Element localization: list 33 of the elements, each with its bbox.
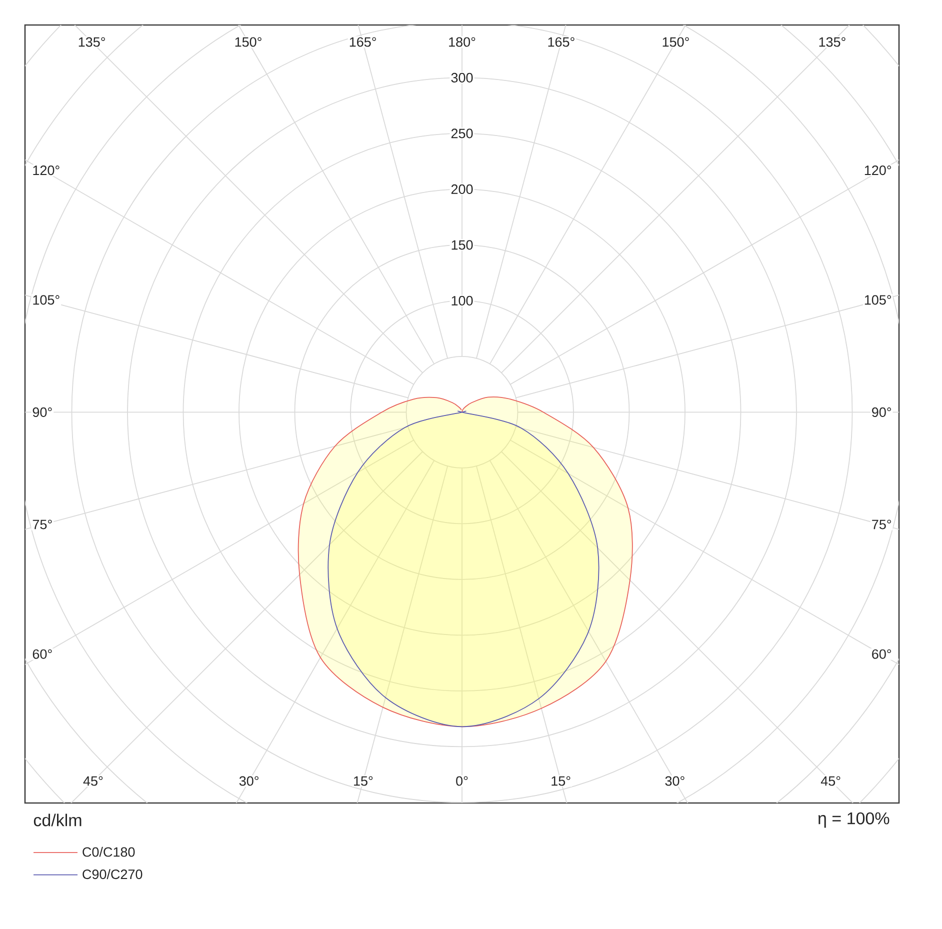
spoke-label: 30° [239,776,258,786]
spoke-label: 165° [548,37,574,47]
legend-label: C0/C180 [82,846,135,857]
text: η = 100% [818,812,890,828]
spoke-label: 150° [235,37,262,47]
spoke-label: 60° [32,649,52,659]
spoke-label: 0° [456,776,468,786]
y-tick-label: 200 [451,184,473,194]
spoke-label: 90° [32,407,52,417]
spoke-label: 150° [662,37,689,47]
spoke-label: 105° [33,295,60,305]
legend-label: C90/C270 [82,869,142,880]
spoke-label: 135° [78,37,105,47]
spoke-label: 60° [872,649,892,659]
spoke-label: 120° [864,166,891,176]
spoke-label: 45° [83,776,103,786]
y-tick-label: 100 [452,296,473,306]
text: cd/klm [34,814,82,826]
spoke-label: 75° [32,520,52,530]
spoke-label: 180° [449,37,476,47]
spoke-label: 75° [872,520,892,530]
spoke-label: 30° [665,776,684,786]
spoke-label: 45° [820,776,840,786]
y-tick-label: 300 [451,72,473,82]
spoke-label: 165° [350,37,376,47]
spoke-label: 105° [864,295,891,305]
spoke-label: 15° [354,776,373,786]
spoke-label: 90° [872,407,892,417]
spoke-label: 120° [33,166,60,176]
y-tick-label: 150 [452,240,473,250]
y-tick-label: 250 [451,128,473,138]
spoke-label: 135° [819,37,846,47]
spoke-label: 15° [552,776,570,786]
